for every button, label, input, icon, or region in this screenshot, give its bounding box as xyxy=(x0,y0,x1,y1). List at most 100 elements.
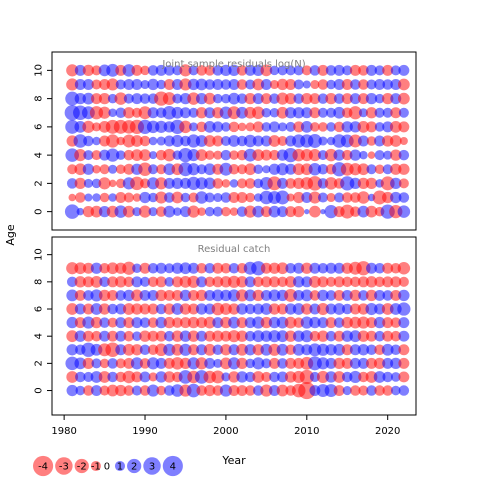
bubble xyxy=(123,192,134,203)
bubble xyxy=(108,193,117,202)
bubble xyxy=(333,371,346,383)
bubble xyxy=(398,371,410,383)
bubble xyxy=(390,317,402,328)
bubble xyxy=(66,344,78,356)
bubble xyxy=(172,65,183,76)
bubble xyxy=(115,384,127,397)
bubble xyxy=(277,371,288,383)
legend-bubble xyxy=(74,458,89,474)
bubble xyxy=(82,64,95,77)
bubble xyxy=(196,317,208,329)
bubble xyxy=(333,276,345,288)
bubble xyxy=(147,357,160,370)
bubble xyxy=(99,358,110,369)
bubble xyxy=(244,163,257,176)
bubble xyxy=(301,107,313,119)
bubble xyxy=(285,262,296,274)
x-tick-label: 2010 xyxy=(294,426,319,437)
bubble xyxy=(106,384,119,397)
bubble xyxy=(74,357,87,370)
bubble xyxy=(366,64,377,76)
bubble xyxy=(212,79,224,90)
bubble xyxy=(131,149,143,162)
bubble xyxy=(398,107,409,118)
bubble xyxy=(139,276,151,287)
bubble xyxy=(390,149,402,161)
bubble xyxy=(268,121,280,133)
bubble xyxy=(131,303,143,315)
bubble xyxy=(325,262,337,274)
bubble xyxy=(374,385,385,396)
x-tick-label: 2020 xyxy=(375,426,400,437)
bubble xyxy=(293,191,305,204)
bubble xyxy=(244,178,256,189)
bubble xyxy=(82,163,95,175)
bubble xyxy=(252,330,265,343)
bubble xyxy=(253,276,264,288)
bubble xyxy=(309,65,321,76)
bubble xyxy=(188,107,199,118)
bubble xyxy=(74,303,86,315)
bubble xyxy=(74,330,86,342)
bubble xyxy=(236,330,248,342)
bubble xyxy=(122,205,135,218)
bubble xyxy=(390,79,402,90)
bubble xyxy=(252,289,264,302)
bubble xyxy=(213,358,223,368)
bubble xyxy=(382,371,393,383)
bubble xyxy=(66,303,79,315)
bubble xyxy=(75,371,86,383)
bubble xyxy=(350,206,361,217)
bubble xyxy=(195,135,208,147)
bubble xyxy=(365,289,378,302)
bubble xyxy=(357,205,370,218)
bubble xyxy=(229,150,239,160)
bubble xyxy=(203,92,216,105)
bubble xyxy=(293,276,305,288)
bubble xyxy=(187,92,200,105)
bubble xyxy=(382,121,394,133)
bubble xyxy=(163,79,175,90)
legend-bubble xyxy=(114,460,126,472)
bubble xyxy=(374,262,385,274)
bubble xyxy=(317,79,329,90)
bubble xyxy=(309,330,321,342)
bubble xyxy=(284,316,297,329)
bubble xyxy=(171,134,184,148)
bubble xyxy=(220,303,232,315)
bubble xyxy=(91,150,102,161)
bubble xyxy=(382,262,394,274)
legend-label: 3 xyxy=(149,462,155,473)
bubble xyxy=(91,178,102,189)
bubble xyxy=(341,93,353,105)
bubble xyxy=(187,78,200,91)
bubble xyxy=(317,64,329,76)
bubble xyxy=(203,163,216,176)
bubble xyxy=(163,163,176,176)
bubble xyxy=(212,344,224,356)
bubble xyxy=(228,385,240,397)
bubble xyxy=(91,358,102,369)
bubble xyxy=(66,276,78,288)
bubble xyxy=(173,207,182,216)
bubble xyxy=(155,357,167,369)
bubble xyxy=(195,149,208,162)
bubble xyxy=(139,93,151,104)
bubble xyxy=(382,135,394,147)
bubble xyxy=(357,330,370,342)
bubble xyxy=(219,162,233,176)
bubble xyxy=(349,121,362,133)
legend-label: -3 xyxy=(59,462,69,473)
bubble xyxy=(138,106,152,120)
bubble xyxy=(397,205,411,218)
bubble xyxy=(277,303,288,315)
bubble xyxy=(357,120,370,133)
bubble xyxy=(276,330,289,343)
bubble xyxy=(357,357,369,369)
bubble xyxy=(326,107,337,118)
bubble xyxy=(131,135,143,147)
y-tick-label: 4 xyxy=(34,333,45,339)
bubble xyxy=(309,290,321,301)
legend-bubble xyxy=(55,457,73,475)
bubble xyxy=(293,93,304,104)
